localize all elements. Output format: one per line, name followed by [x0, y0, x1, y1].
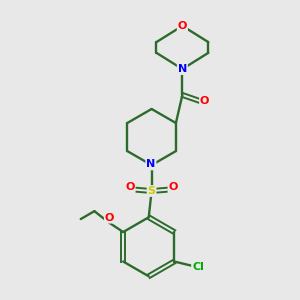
- Text: O: O: [178, 21, 187, 31]
- Text: Cl: Cl: [192, 262, 204, 272]
- Text: O: O: [169, 182, 178, 192]
- Text: S: S: [148, 186, 156, 196]
- Text: O: O: [125, 182, 135, 192]
- Text: O: O: [105, 213, 114, 223]
- Text: N: N: [146, 159, 155, 170]
- Text: O: O: [200, 96, 209, 106]
- Text: N: N: [178, 64, 187, 74]
